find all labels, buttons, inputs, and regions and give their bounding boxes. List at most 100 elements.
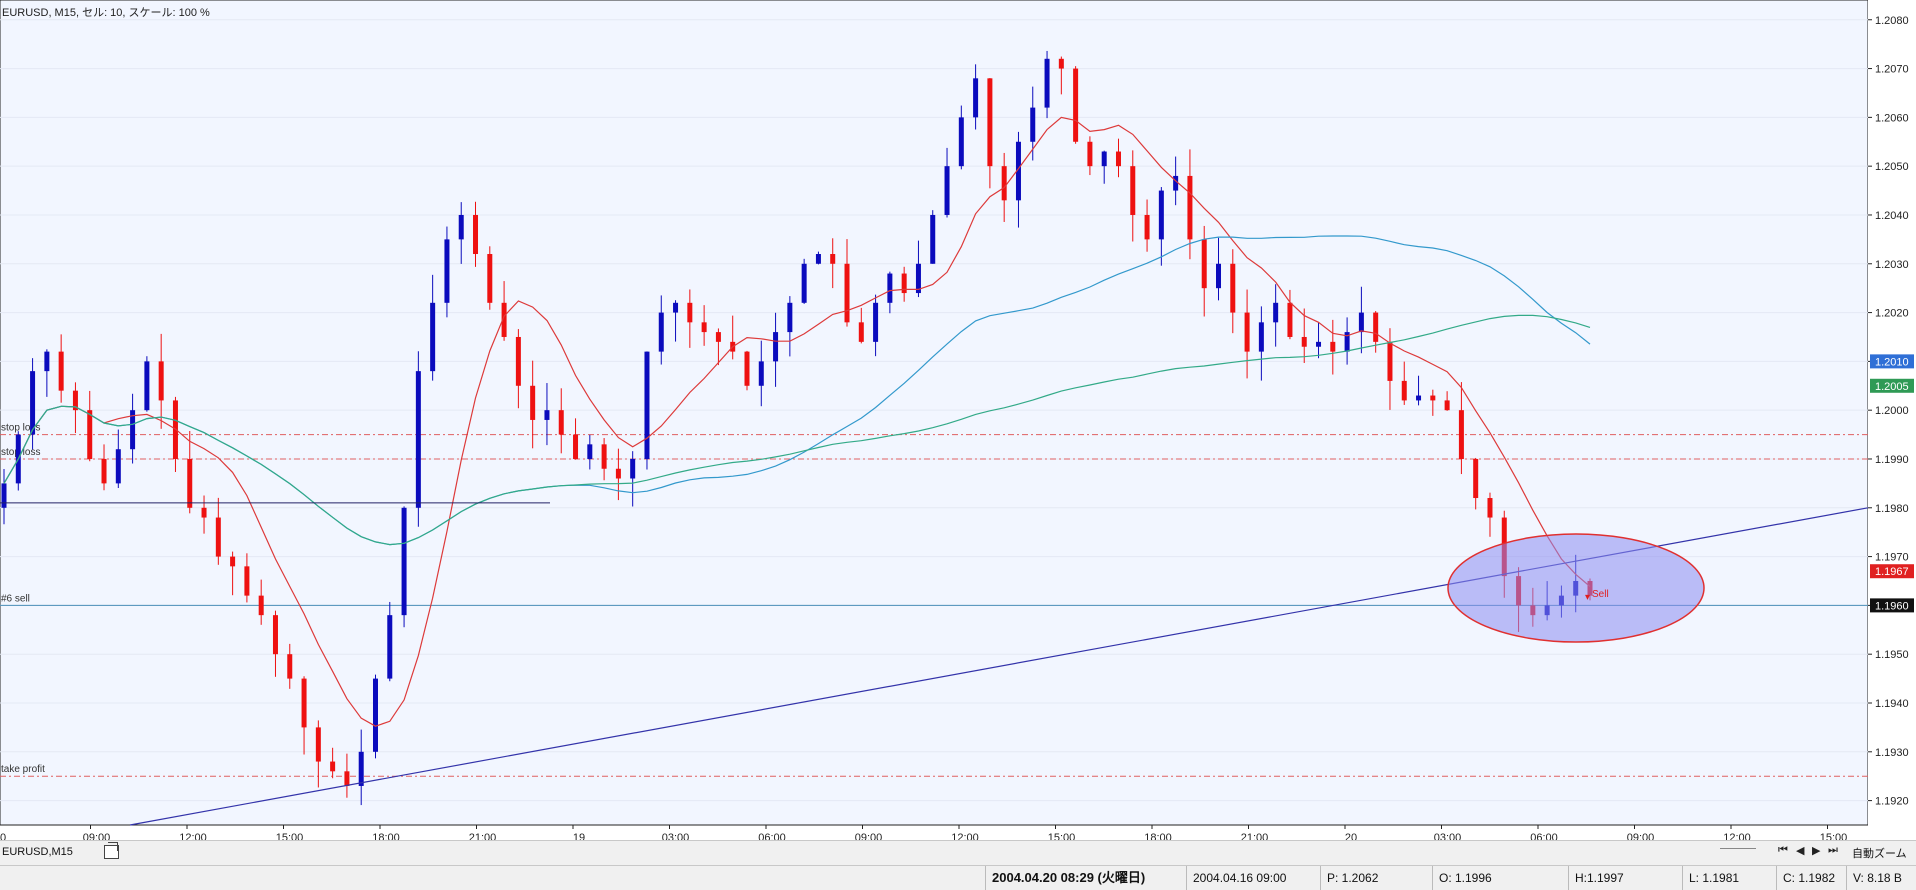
candle [1401,380,1407,401]
price-badge [1870,354,1914,369]
horizontal-scrollbar[interactable] [1720,848,1756,857]
candle [815,254,821,264]
candle [944,166,950,215]
candle [115,449,121,484]
candle [1,483,7,508]
candle [987,78,993,167]
status-volume: V: 8.18 B [1846,866,1915,890]
candle [44,351,50,372]
candle [915,263,921,294]
candles [1,50,1593,806]
candle [701,322,707,333]
level-label: take profit [1,764,45,775]
price-badge-label: 1.2010 [1875,356,1909,368]
chart-area[interactable]: 1.2080 1.2070 1.2060 1.2050 1.2040 1.2030 1.20… [0,0,1916,850]
chart-tab-bar: EURUSD,M15 ⏮ ◀ ▶ ⏭ 自動ズーム [0,840,1916,865]
candle [87,410,93,459]
candle [1330,341,1336,352]
candle [401,507,407,616]
candle [1201,239,1207,289]
window-restore-icon[interactable] [104,842,119,859]
price-tick-label: 1.2000 [1875,405,1909,417]
candle [1173,175,1179,191]
status-high: H:1.1997 [1568,866,1675,890]
candle [372,678,378,752]
candle [458,214,464,240]
price-badge [1870,598,1914,613]
candle [830,254,836,264]
status-open: O: 1.1996 [1432,866,1549,890]
candle [930,214,936,264]
candle [1230,263,1236,313]
candle [1287,302,1293,337]
price-tick-label: 1.1940 [1875,698,1909,710]
candle [344,771,350,786]
candle [30,371,36,435]
price-tick-label: 1.2040 [1875,210,1909,222]
candle [901,273,907,294]
ma-fast-line [3,116,1591,727]
candle [615,468,621,479]
status-price: P: 1.2062 [1320,866,1427,890]
candle [230,556,236,567]
candle [187,458,193,508]
price-tick-label: 1.2020 [1875,308,1909,320]
candle [758,361,764,386]
candle [1101,151,1107,167]
prev-icon[interactable]: ◀ [1796,845,1805,857]
candle [444,239,450,303]
candle [1373,312,1379,342]
chart-tab-label[interactable]: EURUSD,M15 [2,846,73,858]
candle [1273,302,1279,323]
candle [1144,214,1150,240]
candle [358,751,364,786]
candle [715,332,721,342]
price-badge-label: 1.1960 [1875,600,1909,612]
candle [1216,263,1222,289]
candle [58,351,64,391]
candle [1130,166,1136,215]
candle [1358,312,1364,333]
auto-zoom-toggle[interactable]: 自動ズーム [1852,848,1907,860]
candle [330,761,336,772]
candle [415,371,421,508]
price-badge-label: 1.1967 [1875,566,1909,578]
candle [1258,322,1264,352]
chart-title: EURUSD, M15, セル: 10, スケール: 100 % [2,7,210,19]
price-chart[interactable]: 1.2080 1.2070 1.2060 1.2050 1.2040 1.2030 1.20… [0,0,1916,850]
candle [1458,410,1464,459]
candle [873,302,879,342]
price-badge-label: 1.2005 [1875,381,1909,393]
status-datetime: 2004.04.20 08:29 (火曜日) [985,866,1182,890]
candle [887,273,893,303]
candle [530,385,536,420]
next-icon[interactable]: ▶ [1812,845,1821,857]
price-tick-label: 1.1990 [1875,454,1909,466]
candle [858,322,864,342]
candle [1030,107,1036,142]
candle [272,615,278,655]
level-label: stop loss [1,423,40,434]
candle [1158,190,1164,240]
candle [744,351,750,386]
first-page-icon[interactable]: ⏮ [1778,844,1788,856]
price-tick-label: 1.1980 [1875,503,1909,515]
level-label: #6 sell [1,593,30,604]
status-bar: 2004.04.20 08:29 (火曜日) 2004.04.16 09:00 … [0,865,1916,890]
candle [72,390,78,411]
last-page-icon[interactable]: ⏭ [1828,844,1838,856]
price-tick-label: 1.1930 [1875,747,1909,759]
plot-border [0,0,1869,826]
candle [1301,336,1307,347]
status-cursor-time: 2004.04.16 09:00 [1186,866,1313,890]
price-axis-bg [1868,0,1916,850]
candle [687,302,693,323]
candle [630,458,636,479]
candle [801,263,807,303]
candle [773,332,779,362]
candle [215,517,221,557]
candle [544,410,550,420]
candle [1087,141,1093,167]
candle [315,727,321,762]
candle [558,410,564,435]
